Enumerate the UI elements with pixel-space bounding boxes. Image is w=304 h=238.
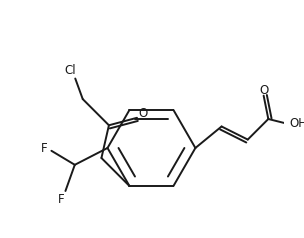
Text: F: F [41, 142, 47, 155]
Text: OH: OH [289, 117, 304, 130]
Text: Cl: Cl [65, 64, 76, 77]
Text: O: O [259, 84, 268, 97]
Text: O: O [138, 107, 147, 120]
Text: F: F [57, 193, 64, 206]
